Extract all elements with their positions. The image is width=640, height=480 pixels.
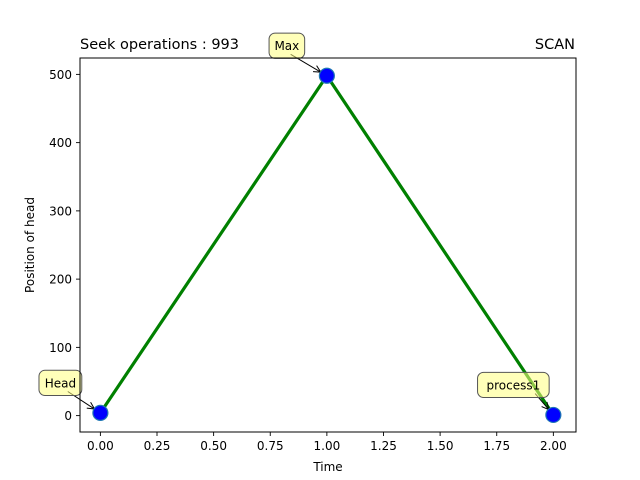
x-tick-label: 0.00 [87,439,114,453]
annotation-box [38,369,83,396]
series-line-segment [325,74,555,417]
chart-title-right: SCAN [535,37,575,53]
y-tick-label: 100 [49,341,72,355]
x-tick-label: 1.25 [370,439,397,453]
y-tick-label: 500 [49,68,72,82]
y-tick-label: 400 [49,136,72,150]
x-tick-label: 0.25 [144,439,171,453]
annotation-label: Head [45,376,76,390]
x-axis-label: Time [312,460,342,474]
series-line-segment [98,74,329,415]
axes-frame [79,57,577,433]
y-tick-label: 300 [49,204,72,218]
x-tick-label: 1.75 [483,439,510,453]
x-tick-label: 1.50 [427,439,454,453]
annotation-label: process1 [486,378,540,392]
x-tick-label: 1.00 [314,439,341,453]
x-tick-label: 0.75 [257,439,284,453]
annotation-box [477,371,550,399]
y-tick-label: 0 [64,409,72,423]
annotation-label: Max [274,39,299,53]
data-point [92,404,109,421]
chart-title-left: Seek operations : 993 [80,37,239,53]
y-tick-label: 200 [49,273,72,287]
data-point [545,406,562,424]
x-tick-label: 2.00 [540,439,567,453]
plot-area: 0.00 0.25 0.50 0.75 1.00 1.25 1.50 1.75 2.00 0 100… [38,32,577,453]
data-point [318,67,335,84]
y-axis-label: Position of head [23,197,37,293]
annotation-arrowhead [312,65,322,73]
annotation-arrowhead [86,402,96,410]
x-tick-label: 0.50 [200,439,227,453]
